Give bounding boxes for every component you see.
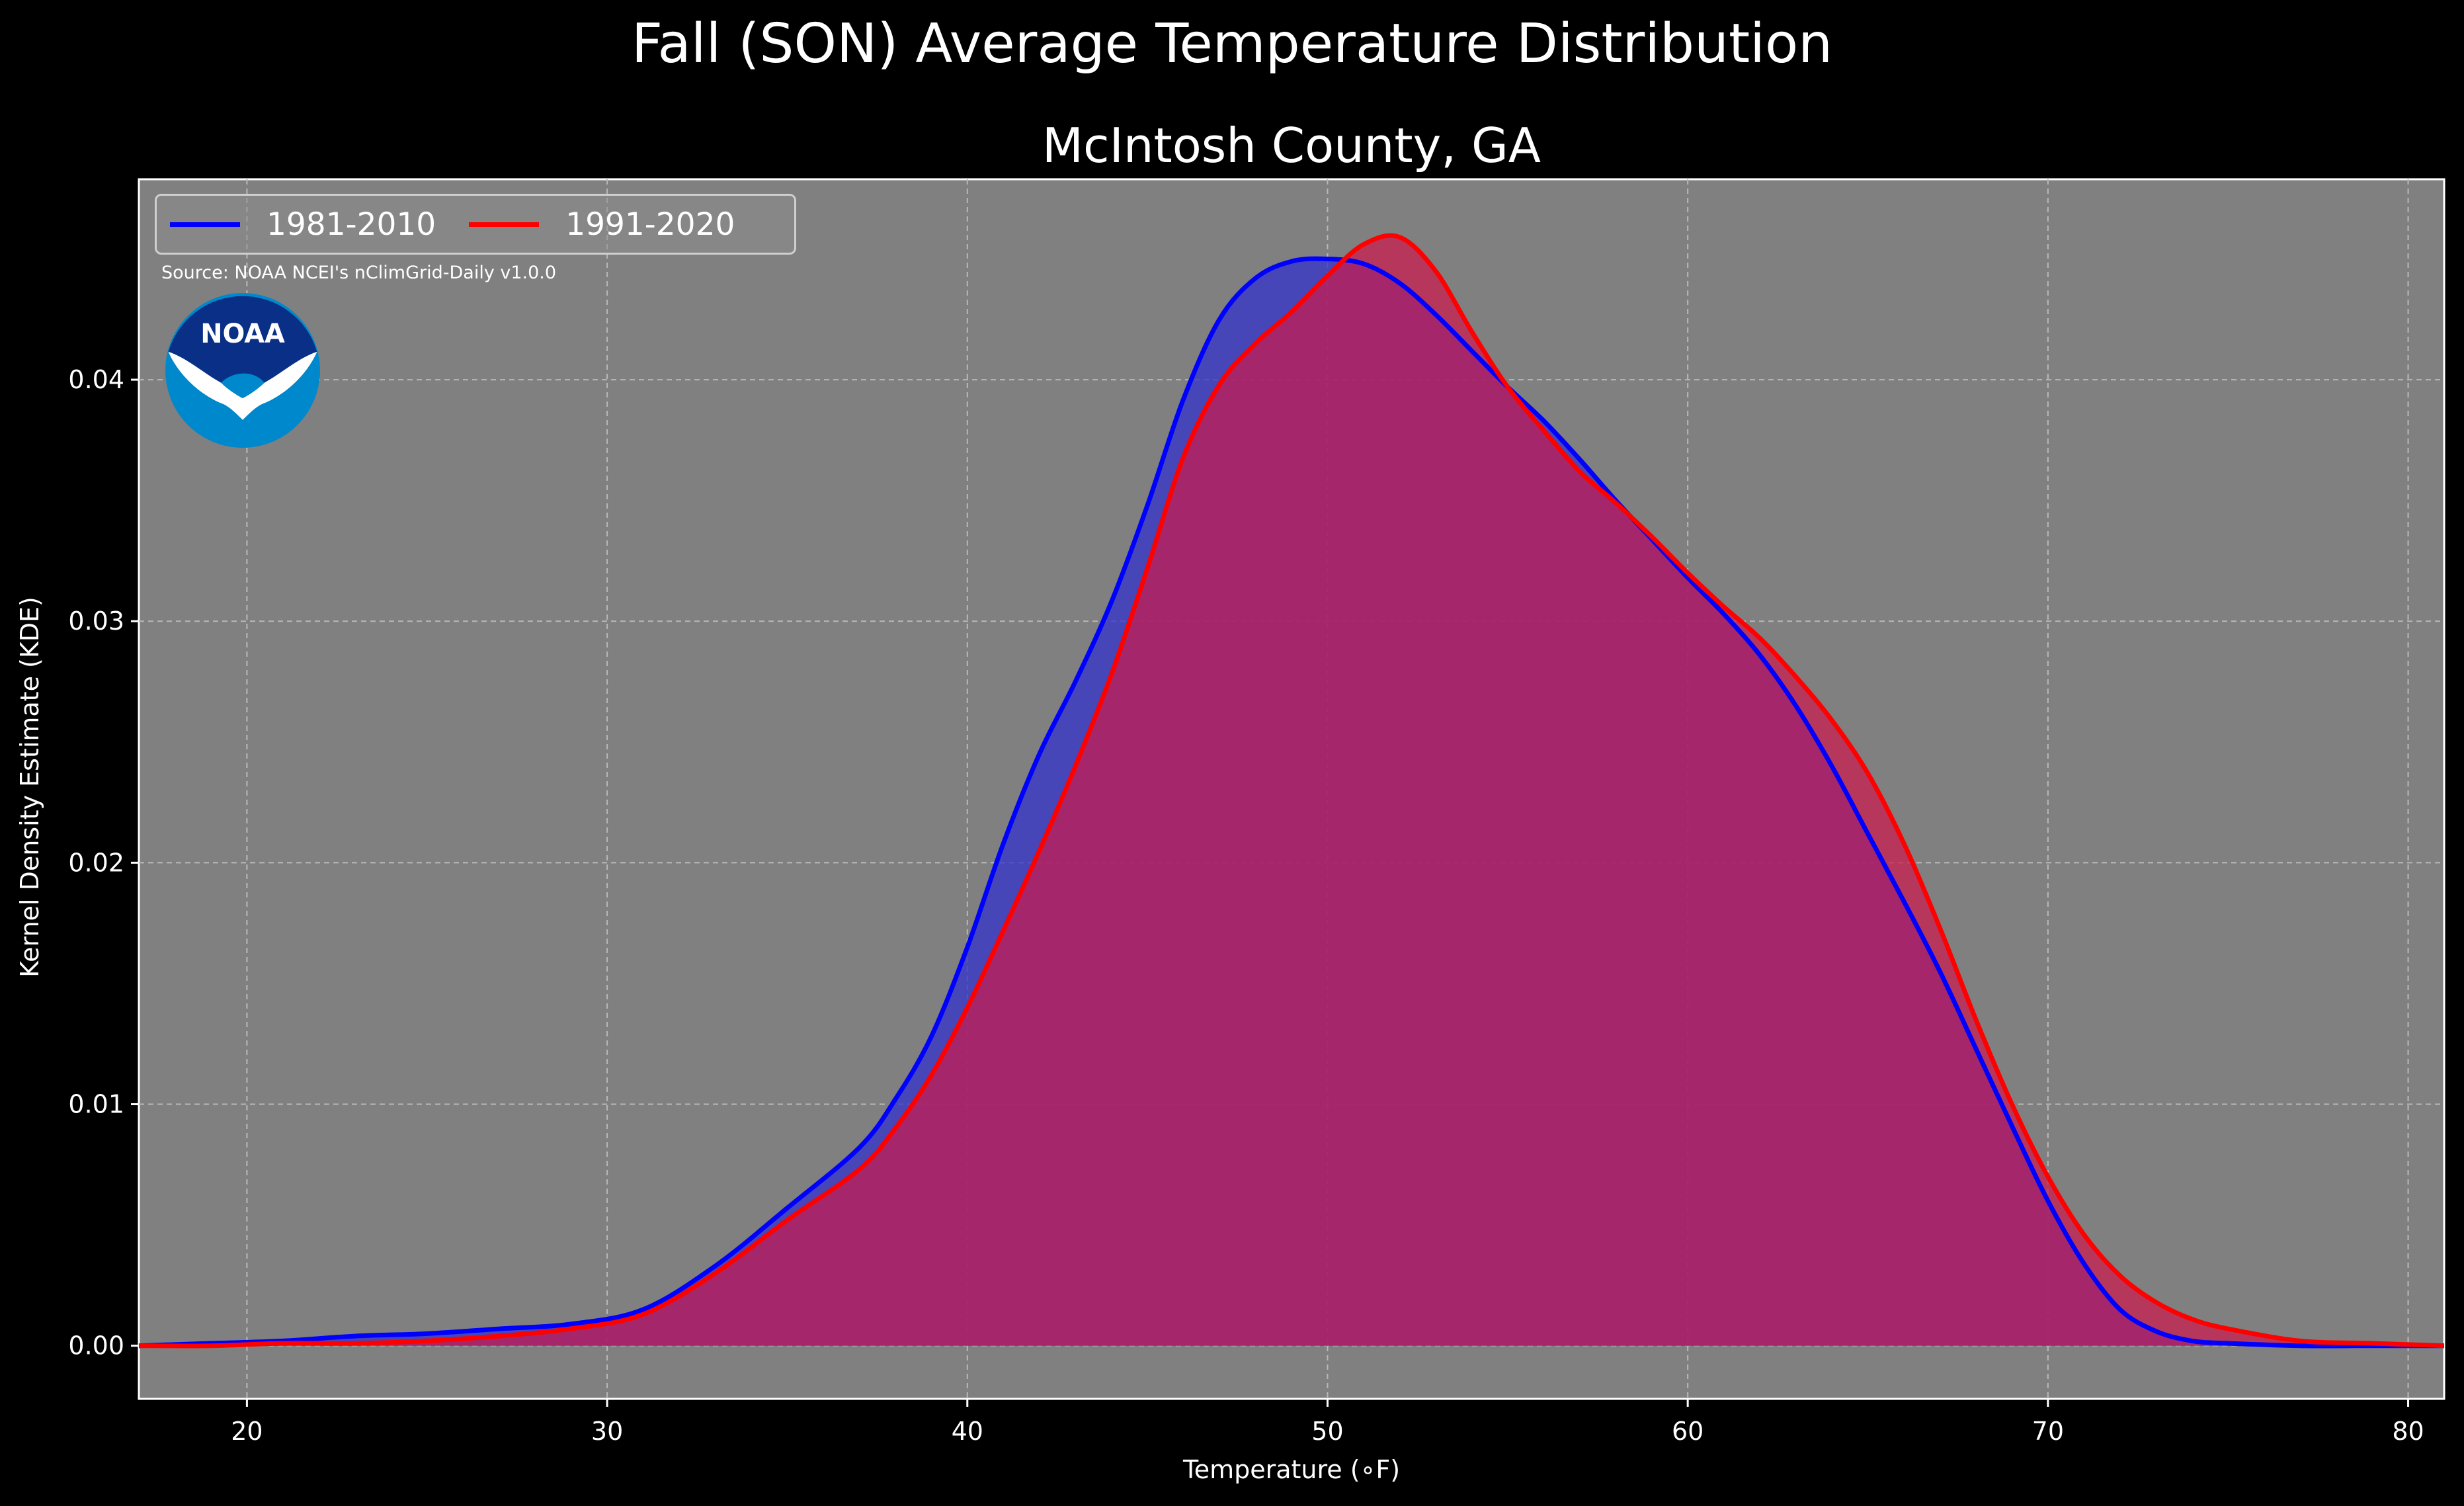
- y-tick-label: 0.02: [68, 848, 124, 877]
- y-axis-label: Kernel Density Estimate (KDE): [15, 597, 44, 978]
- line-1991-2020: [138, 233, 2445, 1349]
- legend-item-1991-2020: 1991-2020: [469, 206, 735, 243]
- y-axis-ticks: 0.00 0.01 0.02 0.03 0.04: [68, 365, 139, 1360]
- x-tick-label: 30: [591, 1417, 623, 1446]
- density-areas: [139, 235, 2444, 1346]
- x-tick-label: 20: [231, 1417, 263, 1446]
- x-axis-label: Temperature (∘F): [1182, 1455, 1400, 1484]
- legend-label-1981-2010: 1981-2010: [267, 206, 436, 243]
- legend-item-1981-2010: 1981-2010: [170, 206, 436, 243]
- y-tick-label: 0.01: [68, 1090, 124, 1119]
- x-tick-label: 70: [2032, 1417, 2064, 1446]
- legend-swatch-blue: [170, 222, 240, 227]
- source-note: Source: NOAA NCEI's nClimGrid-Daily v1.0…: [161, 263, 557, 283]
- noaa-logo-text: NOAA: [200, 319, 285, 349]
- chart-title: Fall (SON) Average Temperature Distribut…: [631, 13, 1833, 75]
- chart-subtitle: McIntosh County, GA: [1042, 118, 1541, 173]
- line-1981-2010: [138, 256, 2444, 1349]
- x-tick-label: 40: [952, 1417, 983, 1446]
- legend: 1981-2010 1991-2020: [155, 194, 796, 255]
- area-1991-2020: [139, 235, 2444, 1346]
- density-lines: [138, 233, 2445, 1349]
- x-tick-label: 50: [1311, 1417, 1343, 1446]
- x-tick-label: 60: [1672, 1417, 1704, 1446]
- legend-swatch-red: [469, 222, 540, 227]
- y-tick-label: 0.00: [68, 1331, 124, 1360]
- legend-label-1991-2020: 1991-2020: [565, 206, 735, 243]
- y-tick-label: 0.03: [68, 607, 124, 636]
- x-axis-ticks: 20 30 40 50 60 70 80: [231, 1399, 2424, 1446]
- x-tick-label: 80: [2392, 1417, 2424, 1446]
- noaa-logo: NOAA: [165, 293, 320, 448]
- y-tick-label: 0.04: [68, 365, 124, 394]
